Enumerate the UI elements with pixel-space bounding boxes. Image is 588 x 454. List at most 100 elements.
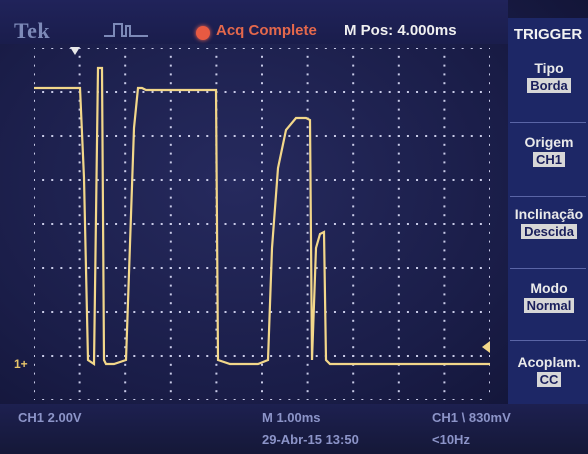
grid-dot bbox=[124, 135, 127, 137]
grid-dot bbox=[60, 179, 63, 181]
grid-dot bbox=[42, 223, 45, 225]
grid-dot bbox=[397, 143, 400, 146]
grid-dot bbox=[78, 381, 81, 384]
grid-dot bbox=[434, 91, 437, 93]
grid-dot bbox=[306, 258, 309, 261]
grid-dot bbox=[42, 355, 45, 357]
grid-dot bbox=[352, 135, 355, 137]
grid-dot bbox=[443, 284, 446, 287]
grid-dot bbox=[489, 179, 490, 181]
grid-dot bbox=[42, 399, 45, 400]
grid-dot bbox=[489, 161, 490, 164]
grid-dot bbox=[306, 152, 309, 155]
grid-dot bbox=[169, 170, 172, 173]
grid-dot bbox=[479, 48, 482, 49]
grid-dot bbox=[416, 179, 419, 181]
grid-dot bbox=[124, 55, 127, 58]
grid-dot bbox=[169, 399, 172, 400]
grid-dot bbox=[78, 363, 81, 366]
grid-dot bbox=[178, 355, 181, 357]
grid-dot bbox=[306, 73, 309, 76]
grid-dot bbox=[224, 223, 227, 225]
grid-dot bbox=[178, 179, 181, 181]
grid-dot bbox=[352, 275, 355, 278]
menu-item-modo[interactable]: Modo Normal bbox=[512, 280, 586, 315]
grid-dot bbox=[206, 355, 209, 357]
grid-dot bbox=[233, 355, 236, 357]
grid-dot bbox=[178, 91, 181, 93]
grid-dot bbox=[315, 355, 318, 357]
grid-dot bbox=[160, 135, 163, 137]
grid-dot bbox=[78, 284, 81, 287]
grid-dot bbox=[133, 48, 136, 49]
grid-dot bbox=[169, 223, 172, 225]
grid-dot bbox=[96, 179, 99, 181]
grid-dot bbox=[297, 135, 300, 137]
grid-dot bbox=[34, 99, 35, 102]
grid-dot bbox=[69, 311, 72, 313]
grid-dot bbox=[406, 399, 409, 400]
grid-dot bbox=[479, 355, 482, 357]
menu-item-acoplamento[interactable]: Acoplam. CC bbox=[512, 354, 586, 389]
grid-dot bbox=[261, 346, 263, 349]
grid-dot bbox=[78, 161, 81, 164]
grid-dot bbox=[42, 179, 45, 181]
grid-dot bbox=[124, 126, 127, 129]
grid-dot bbox=[78, 82, 81, 85]
grid-dot bbox=[142, 311, 145, 313]
grid-dot bbox=[261, 214, 263, 217]
grid-dot bbox=[215, 355, 218, 357]
grid-dot bbox=[105, 311, 108, 313]
grid-dot bbox=[388, 267, 391, 269]
grid-dot bbox=[306, 381, 309, 384]
grid-dot bbox=[288, 48, 291, 49]
menu-item-tipo[interactable]: Tipo Borda bbox=[512, 60, 586, 95]
grid-dot bbox=[261, 302, 263, 305]
grid-dot bbox=[306, 399, 309, 400]
grid-dot bbox=[34, 302, 35, 305]
grid-dot bbox=[397, 91, 400, 93]
grid-dot bbox=[361, 267, 364, 269]
grid-dot bbox=[461, 267, 464, 269]
menu-item-origem[interactable]: Origem CH1 bbox=[512, 134, 586, 169]
grid-dot bbox=[397, 126, 400, 129]
grid-dot bbox=[105, 399, 108, 400]
grid-dot bbox=[34, 293, 35, 296]
menu-item-inclinacao[interactable]: Inclinação Descida bbox=[512, 206, 586, 241]
grid-dot bbox=[479, 91, 482, 93]
grid-dot bbox=[261, 64, 263, 67]
grid-dot bbox=[489, 302, 490, 305]
grid-dot bbox=[352, 337, 355, 340]
grid-dot bbox=[306, 55, 309, 58]
grid-dot bbox=[489, 99, 490, 102]
grid-dot bbox=[215, 328, 218, 331]
grid-dot bbox=[388, 399, 391, 400]
grid-dot bbox=[425, 267, 428, 269]
grid-dot bbox=[169, 99, 172, 102]
grid-dot bbox=[124, 161, 127, 164]
menu-item-value: Borda bbox=[527, 78, 571, 93]
grid-dot bbox=[233, 179, 236, 181]
grid-dot bbox=[425, 399, 428, 400]
grid-dot bbox=[461, 135, 464, 137]
grid-dot bbox=[361, 48, 364, 49]
grid-dot bbox=[443, 302, 446, 305]
grid-dot bbox=[352, 302, 355, 305]
grid-dot bbox=[215, 346, 218, 349]
grid-dot bbox=[461, 91, 464, 93]
grid-dot bbox=[78, 48, 81, 49]
grid-dot bbox=[333, 267, 336, 269]
grid-dot bbox=[261, 399, 263, 400]
grid-dot bbox=[124, 48, 127, 49]
grid-dot bbox=[443, 161, 446, 164]
grid-dot bbox=[379, 135, 382, 137]
grid-dot bbox=[315, 135, 318, 137]
waveform-display[interactable] bbox=[34, 48, 490, 400]
menu-item-value: Normal bbox=[523, 298, 575, 313]
grid-dot bbox=[124, 73, 127, 76]
grid-dot bbox=[78, 293, 81, 296]
grid-dot bbox=[324, 91, 327, 93]
grid-dot bbox=[215, 363, 218, 366]
acquisition-status: Acq Complete bbox=[216, 22, 317, 39]
grid-dot bbox=[78, 205, 81, 208]
